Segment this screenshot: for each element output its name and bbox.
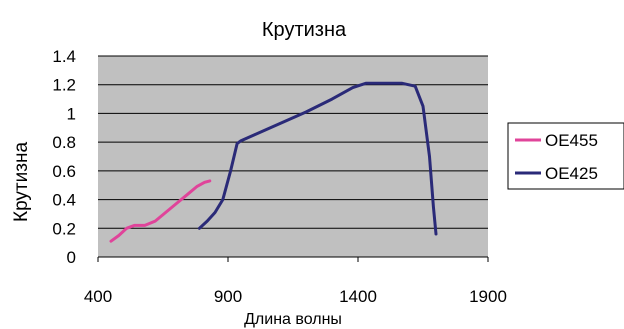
legend-box [507, 122, 624, 190]
legend: OE455 OE425 [507, 122, 624, 190]
y-axis-ticks: 0 0.2 0.4 0.6 0.8 1 1.2 1.4 [52, 47, 76, 267]
y-tick-label: 1 [67, 104, 76, 123]
y-tick-label: 1.4 [52, 47, 76, 66]
x-axis-label: Длина волны [244, 311, 342, 328]
x-tick-label: 400 [84, 287, 112, 306]
series-lines [109, 81, 438, 243]
y-tick-label: 0.4 [52, 191, 76, 210]
legend-label: OE455 [545, 131, 598, 150]
series-line [109, 179, 212, 243]
y-tick-label: 0.2 [52, 219, 76, 238]
y-tick-label: 0 [67, 248, 76, 267]
y-tick-label: 0.6 [52, 162, 76, 181]
x-tick-label: 1400 [339, 287, 377, 306]
y-axis-label: Крутизна [11, 142, 32, 222]
series-line [197, 81, 438, 236]
chart-title: Крутизна [262, 19, 347, 41]
plot-area [98, 56, 488, 257]
y-tick-label: 0.8 [52, 133, 76, 152]
legend-label: OE425 [545, 164, 598, 183]
x-tick-label: 900 [214, 287, 242, 306]
y-tick-label: 1.2 [52, 76, 76, 95]
x-axis-ticks: 400 900 1400 1900 [84, 256, 507, 306]
x-tick-label: 1900 [469, 287, 507, 306]
